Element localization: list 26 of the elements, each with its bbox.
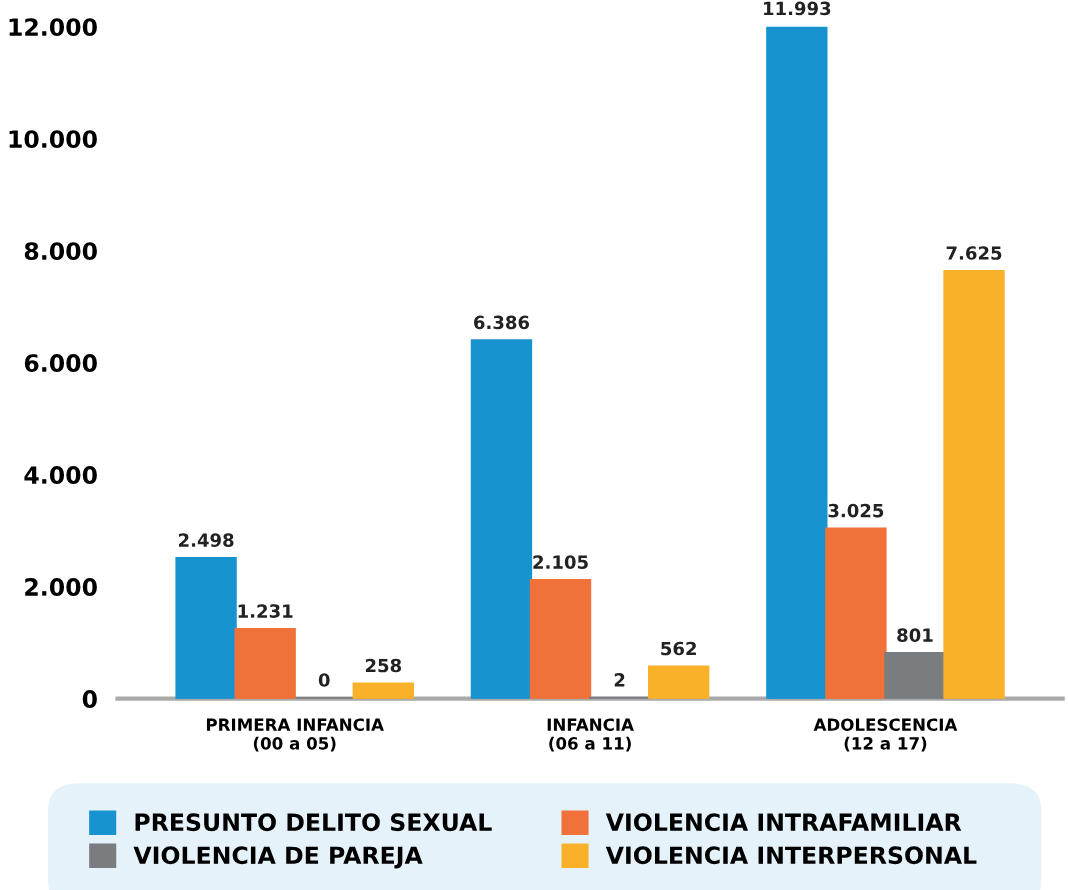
data-label: 0 [318, 673, 330, 687]
data-label: 562 [661, 641, 696, 656]
data-label: 801 [897, 628, 933, 642]
y-tick-label: 2.000 [25, 578, 97, 596]
data-label: 2 [614, 673, 625, 687]
data-label: 2.105 [533, 555, 588, 569]
x-tick-label: PRIMERA INFANCIA (00 a 05) [206, 718, 384, 752]
data-label: 2.498 [178, 533, 234, 547]
legend-label: VIOLENCIA INTRAFAMILIAR [605, 813, 962, 832]
y-tick-label: 8.000 [24, 242, 97, 260]
data-label: 3.025 [828, 503, 884, 518]
x-tick-label: ADOLESCENCIA (12 a 17) [813, 718, 958, 752]
y-tick-label: 10.000 [9, 130, 97, 148]
legend-label: VIOLENCIA INTERPERSONAL [605, 846, 977, 865]
data-label: 258 [365, 658, 402, 673]
data-label: 7.625 [946, 246, 1002, 260]
y-tick-label: 6.000 [24, 354, 97, 372]
y-tick-label: 12.000 [9, 18, 97, 37]
legend-label: VIOLENCIA DE PAREJA [133, 846, 423, 869]
x-tick-label: INFANCIA (06 a 11) [547, 718, 634, 752]
data-label: 6.386 [474, 315, 530, 330]
data-label: 1.231 [238, 604, 293, 618]
data-label: 11.993 [764, 1, 831, 16]
legend-label: PRESUNTO DELITO SEXUAL [135, 813, 492, 832]
y-tick-label: 4.000 [24, 466, 97, 484]
y-tick-label: 0 [82, 690, 97, 708]
